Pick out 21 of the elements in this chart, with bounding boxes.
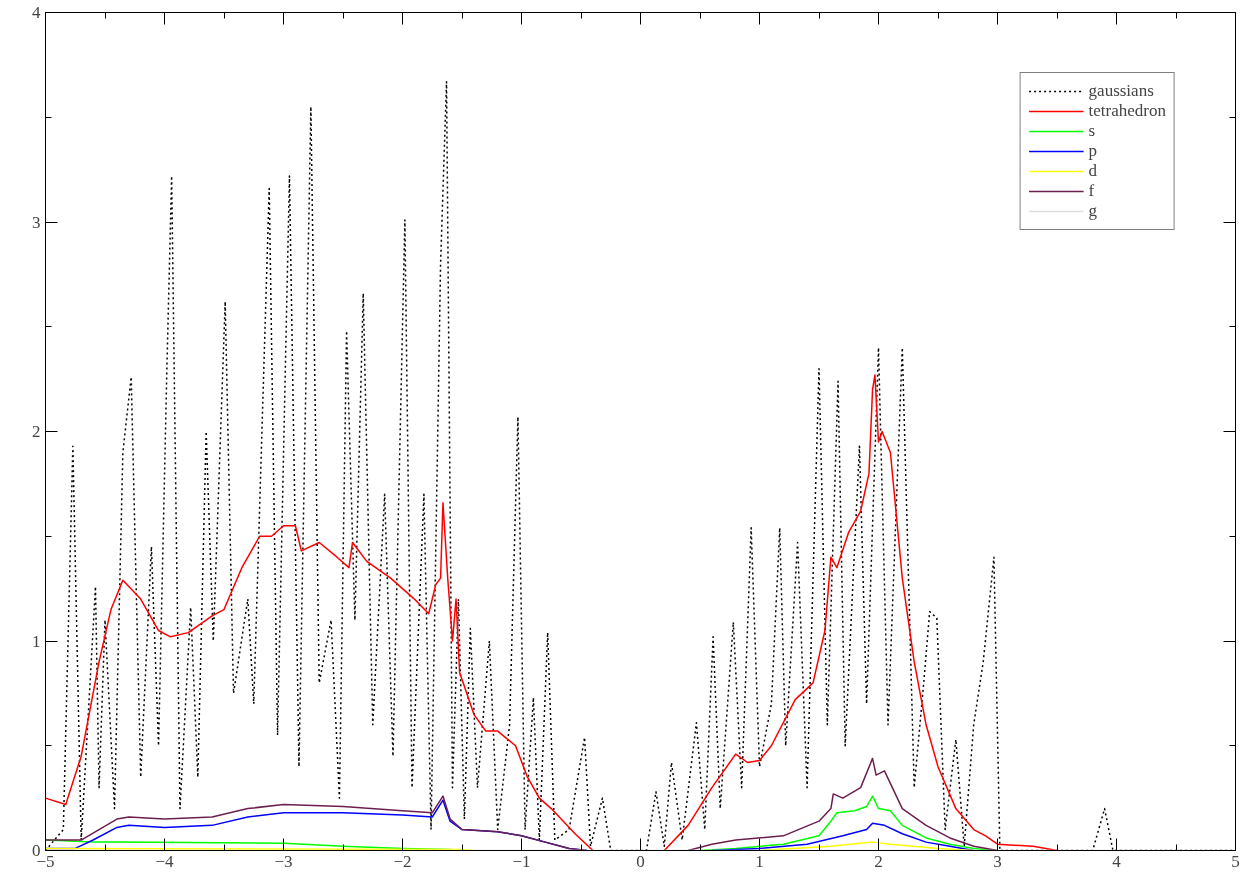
y-tick-label: 1: [32, 631, 41, 651]
x-tick-label: −2: [393, 851, 412, 871]
y-tick-label: 2: [32, 422, 41, 441]
x-tick-label: −4: [155, 851, 175, 871]
y-tick-label: 4: [32, 3, 41, 22]
legend-label: d: [1088, 161, 1099, 181]
x-tick-label: 3: [993, 851, 1002, 871]
legend-label: tetrahedron: [1088, 101, 1166, 121]
x-tick-label: 1: [755, 851, 764, 871]
x-tick-label: 4: [1112, 851, 1122, 871]
legend-label: s: [1088, 121, 1097, 141]
x-tick-label: −3: [274, 851, 293, 871]
legend-label: p: [1088, 141, 1099, 161]
legend-label: g: [1088, 201, 1099, 221]
x-tick-label: 0: [636, 851, 645, 871]
x-tick-label: 5: [1231, 851, 1240, 871]
legend-label: f: [1088, 181, 1096, 201]
x-tick-label: 2: [874, 851, 883, 871]
y-tick-label: 3: [32, 212, 41, 232]
x-tick-label: −1: [512, 851, 531, 871]
legend-label: gaussians: [1088, 81, 1154, 101]
